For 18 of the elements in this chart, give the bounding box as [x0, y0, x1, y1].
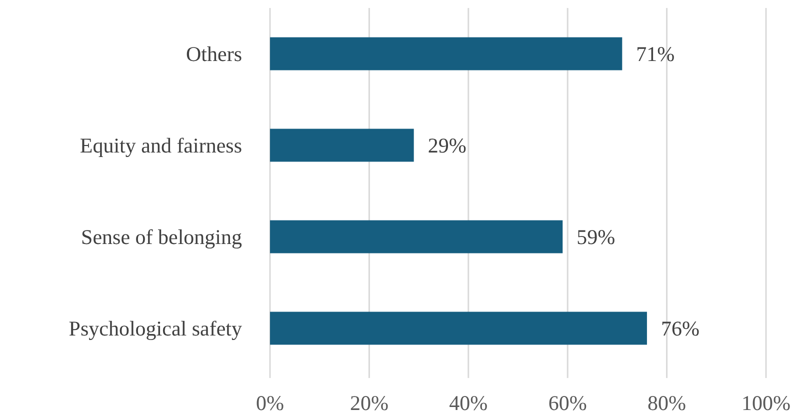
bar: [270, 312, 647, 345]
data-label: 71%: [636, 42, 675, 66]
bar: [270, 220, 563, 254]
x-tick-label: 80%: [648, 391, 686, 415]
data-label: 29%: [428, 134, 466, 158]
x-tick-label: 100%: [742, 391, 790, 415]
x-tick-label: 20%: [350, 391, 388, 415]
data-label: 59%: [576, 225, 616, 250]
bar: [270, 128, 414, 162]
x-tick-label: 40%: [449, 391, 488, 415]
x-tick-label: 60%: [548, 391, 587, 415]
data-label: 76%: [660, 316, 700, 341]
y-tick-label: Equity and fairness: [80, 134, 242, 158]
x-tick-label: 0%: [256, 391, 284, 415]
y-tick-label: Psychological safety: [68, 316, 242, 341]
bar: [270, 37, 622, 70]
y-tick-label: Sense of belonging: [81, 225, 242, 250]
y-tick-label: Others: [186, 42, 242, 66]
